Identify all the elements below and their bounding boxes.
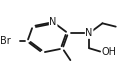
Text: N: N	[49, 17, 57, 27]
Text: N: N	[85, 28, 93, 38]
Text: Br: Br	[0, 36, 11, 46]
Text: OH: OH	[101, 47, 116, 57]
